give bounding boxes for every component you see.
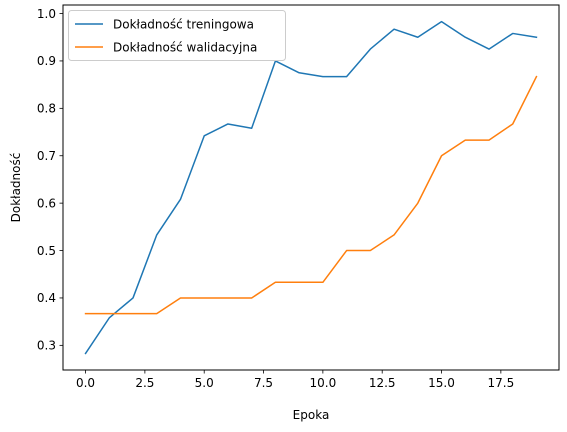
y-axis-label: Dokładność (9, 153, 23, 223)
y-tick-label: 0.4 (37, 291, 56, 305)
x-tick-label: 2.5 (135, 376, 154, 390)
training-accuracy-line (84, 20, 538, 355)
y-tick-label: 0.7 (37, 149, 56, 163)
y-tick-label: 1.0 (37, 7, 56, 21)
legend-label-validation: Dokładność walidacyjna (113, 41, 257, 55)
y-axis: 0.3 0.4 0.5 0.6 0.7 0.8 0.9 1.0 (37, 7, 63, 353)
y-tick-label: 0.3 (37, 339, 56, 353)
x-tick-label: 17.5 (487, 376, 514, 390)
plot-frame (62, 4, 560, 371)
y-tick-label: 0.5 (37, 244, 56, 258)
legend: Dokładność treningowa Dokładność walidac… (68, 10, 286, 61)
x-tick-label: 0.0 (76, 376, 95, 390)
validation-accuracy-line (84, 75, 538, 315)
x-tick-label: 12.5 (369, 376, 396, 390)
x-tick-label: 10.0 (310, 376, 337, 390)
series-layer (84, 20, 538, 355)
x-tick-label: 15.0 (428, 376, 455, 390)
x-tick-label: 7.5 (254, 376, 273, 390)
y-tick-label: 0.6 (37, 196, 56, 210)
legend-box (68, 10, 286, 61)
plot-background (63, 5, 559, 370)
x-axis-label: Epoka (293, 408, 330, 422)
legend-label-training: Dokładność treningowa (113, 18, 254, 32)
x-tick-label: 5.0 (195, 376, 214, 390)
x-axis: 0.0 2.5 5.0 7.5 10.0 12.5 15.0 17.5 (76, 370, 514, 390)
y-tick-label: 0.9 (37, 54, 56, 68)
y-tick-label: 0.8 (37, 102, 56, 116)
